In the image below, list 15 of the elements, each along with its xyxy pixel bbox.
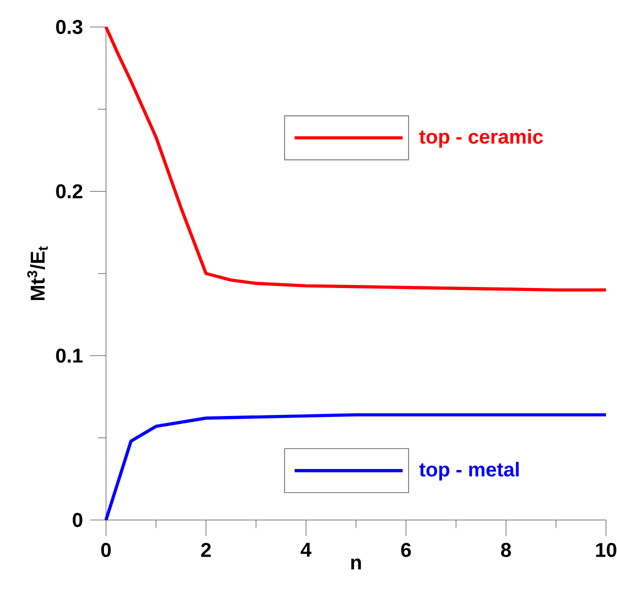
x-tick-label: 6 [401, 542, 411, 558]
line-series [104, 25, 608, 292]
x-tick-label: 4 [300, 542, 312, 557]
y-axis-title: Mt$^{3}$/E$_{t}$ [27, 246, 48, 300]
y-tick-label: 0 [72, 512, 82, 528]
x-tick-label: 2 [201, 542, 211, 557]
x-tick-label: 8 [501, 542, 511, 558]
y-tick-label: 0.1 [56, 348, 83, 363]
y-tick-label: 0.2 [56, 184, 82, 198]
x-tick-label: 10 [596, 542, 616, 558]
text: top - ceramic [419, 129, 543, 148]
text: top - metal [419, 462, 519, 481]
y-tick-label: 0.3 [56, 20, 82, 34]
x-tick-label: 0 [101, 542, 111, 558]
x-axis-title: n [351, 558, 361, 570]
